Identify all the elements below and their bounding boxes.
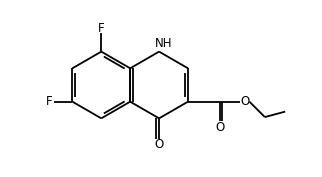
Text: NH: NH — [155, 37, 172, 50]
Text: O: O — [155, 138, 164, 151]
Text: O: O — [240, 95, 250, 108]
Text: F: F — [98, 22, 105, 35]
Text: F: F — [45, 95, 52, 108]
Text: O: O — [215, 121, 224, 134]
